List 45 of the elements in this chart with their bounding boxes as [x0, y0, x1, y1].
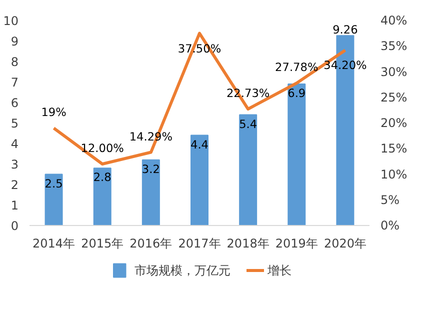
- y2-tick-label: 5%: [380, 192, 400, 207]
- y-tick-label: 6: [10, 96, 19, 110]
- y2-tick-label: 30%: [380, 64, 408, 79]
- x-tick-label: 2018年: [226, 236, 270, 250]
- y2-tick-label: 25%: [380, 90, 408, 104]
- data-label: 2.8: [93, 170, 112, 184]
- bar: [44, 174, 63, 226]
- bar: [239, 114, 258, 226]
- legend-label: 市场规模，万亿元: [134, 264, 230, 278]
- legend-label: 增长: [266, 264, 292, 278]
- bar: [190, 134, 208, 226]
- y-tick-label: 3: [10, 158, 19, 172]
- data-label: 2.5: [44, 176, 63, 190]
- y-tick-label: 9: [10, 34, 19, 48]
- data-label: 4.4: [190, 137, 209, 152]
- y2-tick-label: 20%: [380, 116, 408, 130]
- x-tick-label: 2017年: [178, 236, 221, 250]
- data-label: 12.00%: [80, 141, 124, 155]
- data-label: 27.78%: [275, 60, 318, 74]
- y-tick-label: 4: [10, 137, 19, 151]
- y2-tick-label: 35%: [380, 39, 408, 54]
- x-tick-label: 2015年: [81, 236, 124, 250]
- x-tick-label: 2020年: [324, 236, 366, 250]
- y2-tick-label: 0%: [380, 218, 400, 232]
- data-label: 5.4: [239, 116, 258, 131]
- x-tick-label: 2019年: [275, 236, 318, 250]
- bar: [288, 84, 306, 226]
- data-label: 19%: [41, 105, 67, 120]
- y-tick-label: 8: [10, 55, 19, 69]
- y-tick-label: 7: [10, 76, 19, 90]
- y2-tick-label: 10%: [380, 167, 408, 182]
- y2-tick-label: 40%: [380, 14, 408, 28]
- bar: [142, 159, 160, 226]
- y-tick-label: 0: [10, 219, 19, 233]
- y-tick-label: 1: [10, 198, 19, 212]
- y-tick-label: 2: [10, 178, 19, 192]
- x-tick-label: 2016年: [130, 236, 172, 250]
- data-label: 6.9: [288, 86, 306, 100]
- bar: [93, 168, 112, 226]
- y-tick-label: 5: [10, 116, 19, 130]
- data-label: 3.2: [142, 162, 160, 176]
- y2-tick-label: 15%: [380, 142, 408, 156]
- x-tick-label: 2014年: [32, 236, 76, 250]
- y-tick-label: 10: [3, 14, 19, 28]
- data-label: 9.26: [332, 22, 358, 37]
